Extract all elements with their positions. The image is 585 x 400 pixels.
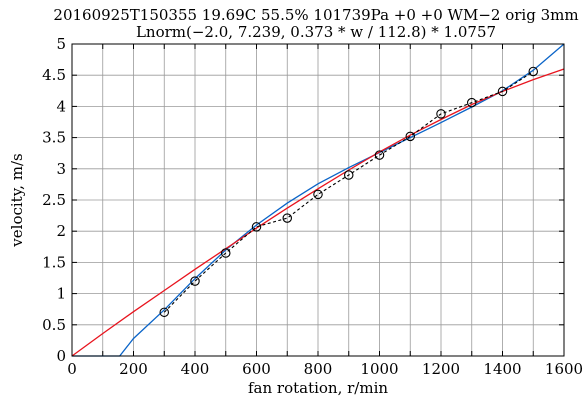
- x-axis-label: fan rotation, r/min: [248, 379, 388, 397]
- chart-subtitle: Lnorm(−2.0, 7.239, 0.373 * w / 112.8) * …: [136, 23, 496, 41]
- x-tick-label: 800: [304, 360, 333, 378]
- data-point: [221, 248, 231, 258]
- series-0-dashed-line: [163, 71, 534, 313]
- data-point: [343, 170, 354, 180]
- data-point: [405, 131, 415, 142]
- y-tick-label: 4: [56, 97, 66, 115]
- data-point: [190, 276, 200, 286]
- y-axis-label: velocity, m/s: [8, 153, 26, 247]
- series-1-fit-line: [72, 43, 565, 357]
- data-point: [497, 86, 508, 97]
- plot-frame: [71, 43, 565, 357]
- y-tick-label: 3.5: [42, 129, 66, 147]
- x-tick-label: 1000: [360, 360, 398, 378]
- data-point: [282, 213, 292, 223]
- y-tick-label: 0: [56, 347, 66, 365]
- data-point: [313, 189, 323, 200]
- data-point: [436, 109, 446, 119]
- x-tick-label: 1200: [422, 360, 460, 378]
- y-tick-label: 0.5: [42, 316, 66, 334]
- y-tick-label: 1: [56, 285, 66, 303]
- plot-area: [71, 43, 565, 357]
- x-tick-label: 200: [119, 360, 148, 378]
- y-tick-label: 1.5: [42, 253, 66, 271]
- x-tick-labels: 0 200 400 600 800 1000 1200 1400 1600: [67, 360, 583, 378]
- x-tick-label: 1400: [483, 360, 521, 378]
- y-tick-label: 4.5: [42, 66, 66, 84]
- series-2-fit-line: [71, 68, 565, 357]
- x-tick-label: 0: [67, 360, 77, 378]
- data-point: [251, 222, 262, 232]
- y-tick-labels: 0 0.5 1 1.5 2 2.5 3 3.5 4 4.5 5: [42, 35, 66, 365]
- y-tick-label: 5: [56, 35, 66, 53]
- x-tick-label: 600: [242, 360, 271, 378]
- y-tick-label: 2.5: [42, 191, 66, 209]
- data-point: [159, 307, 170, 318]
- data-point: [466, 97, 477, 108]
- data-point: [528, 66, 538, 77]
- chart-title: 20160925T150355 19.69C 55.5% 101739Pa +0…: [53, 6, 578, 24]
- grid: [72, 44, 564, 356]
- y-tick-label: 2: [56, 222, 66, 240]
- y-tick-label: 3: [56, 160, 66, 178]
- x-tick-label: 400: [181, 360, 210, 378]
- x-tick-label: 1600: [545, 360, 583, 378]
- data-point: [374, 150, 385, 160]
